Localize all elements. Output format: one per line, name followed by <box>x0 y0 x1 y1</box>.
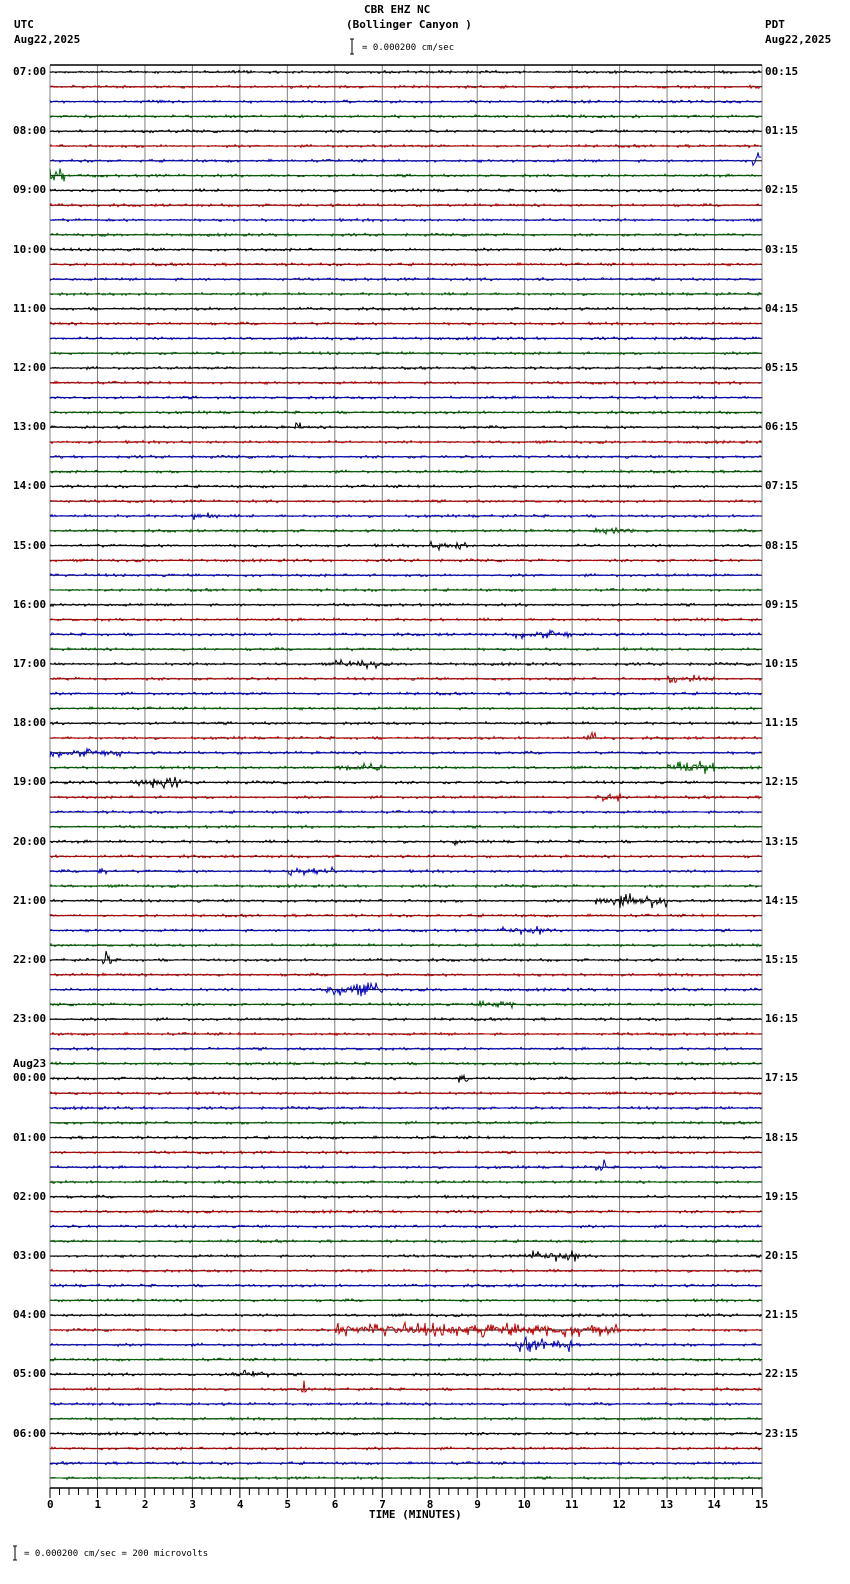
utc-date-change-label: Aug23 <box>13 1057 47 1071</box>
pdt-hour-label: 18:15 <box>765 1130 799 1144</box>
utc-hour-label: 19:00 <box>13 775 47 789</box>
pdt-hour-label: 11:15 <box>765 716 799 730</box>
utc-hour-label: 23:00 <box>13 1012 47 1026</box>
pdt-hour-label: 03:15 <box>765 242 799 256</box>
utc-hour-label: 09:00 <box>13 183 47 197</box>
x-tick-label: 12 <box>612 1498 626 1511</box>
utc-hour-label: 03:00 <box>13 1249 47 1262</box>
utc-hour-label: 10:00 <box>13 242 47 256</box>
utc-hour-label: 12:00 <box>13 361 47 374</box>
scale-label: = 0.000200 cm/sec <box>362 43 455 53</box>
utc-hour-label: 02:00 <box>13 1189 47 1203</box>
utc-hour-label: 17:00 <box>13 657 47 670</box>
pdt-hour-label: 14:15 <box>765 893 799 907</box>
x-tick-label: 11 <box>565 1498 579 1511</box>
right-date: Aug22,2025 <box>765 33 832 46</box>
x-tick-label: 6 <box>331 1498 339 1511</box>
pdt-hour-label: 22:15 <box>765 1367 799 1381</box>
x-tick-label: 7 <box>379 1498 386 1511</box>
x-tick-label: 3 <box>189 1498 197 1511</box>
left-date: Aug22,2025 <box>14 33 81 46</box>
pdt-hour-label: 19:15 <box>765 1189 799 1203</box>
utc-hour-label: 22:00 <box>13 953 47 966</box>
station-location: (Bollinger Canyon ) <box>346 18 472 31</box>
x-tick-label: 9 <box>474 1498 481 1511</box>
utc-hour-label: 08:00 <box>13 124 47 138</box>
pdt-hour-label: 01:15 <box>765 124 799 138</box>
station-title: CBR EHZ NC <box>364 3 431 16</box>
utc-hour-label: 18:00 <box>13 716 47 730</box>
left-timezone: UTC <box>14 18 34 31</box>
utc-hour-label: 16:00 <box>13 597 47 611</box>
x-tick-label: 15 <box>755 1498 769 1511</box>
utc-hour-label: 15:00 <box>13 538 47 552</box>
pdt-hour-label: 02:15 <box>765 183 799 197</box>
pdt-hour-label: 06:15 <box>765 420 799 434</box>
utc-hour-label: 21:00 <box>13 893 47 907</box>
pdt-hour-label: 04:15 <box>765 301 799 315</box>
utc-hour-label: 01:00 <box>13 1130 47 1144</box>
pdt-hour-label: 20:15 <box>765 1249 799 1262</box>
pdt-hour-label: 13:15 <box>765 834 799 848</box>
pdt-hour-label: 05:15 <box>765 361 799 374</box>
pdt-hour-label: 10:15 <box>765 657 799 670</box>
utc-hour-label: 13:00 <box>13 420 47 434</box>
utc-hour-label: 05:00 <box>13 1367 47 1381</box>
x-tick-label: 0 <box>47 1498 54 1511</box>
x-axis-label: TIME (MINUTES) <box>369 1508 462 1521</box>
x-tick-label: 1 <box>94 1498 102 1511</box>
utc-hour-label: 14:00 <box>13 479 47 493</box>
utc-hour-label: 06:00 <box>13 1426 47 1440</box>
utc-hour-label: 11:00 <box>13 301 47 315</box>
pdt-hour-label: 08:15 <box>765 538 799 552</box>
footer-scale-label: = 0.000200 cm/sec = 200 microvolts <box>24 1549 209 1559</box>
x-tick-label: 4 <box>236 1498 244 1511</box>
utc-hour-label: 20:00 <box>13 834 47 848</box>
utc-hour-label: 04:00 <box>13 1308 47 1322</box>
x-tick-label: 14 <box>707 1498 721 1511</box>
pdt-hour-label: 21:15 <box>765 1308 799 1322</box>
x-tick-label: 2 <box>141 1498 149 1511</box>
pdt-hour-label: 16:15 <box>765 1012 799 1026</box>
x-tick-label: 8 <box>426 1498 434 1511</box>
right-timezone: PDT <box>765 18 785 31</box>
pdt-hour-label: 17:15 <box>765 1071 799 1085</box>
x-tick-label: 5 <box>284 1498 291 1511</box>
pdt-hour-label: 00:15 <box>765 65 799 78</box>
utc-hour-label: 00:00 <box>13 1071 47 1085</box>
x-tick-label: 10 <box>517 1498 531 1511</box>
pdt-hour-label: 23:15 <box>765 1426 799 1440</box>
utc-hour-label: 07:00 <box>13 65 47 78</box>
x-tick-label: 13 <box>660 1498 674 1511</box>
pdt-hour-label: 15:15 <box>765 953 799 966</box>
pdt-hour-label: 12:15 <box>765 775 799 789</box>
pdt-hour-label: 09:15 <box>765 597 799 611</box>
pdt-hour-label: 07:15 <box>765 479 799 493</box>
